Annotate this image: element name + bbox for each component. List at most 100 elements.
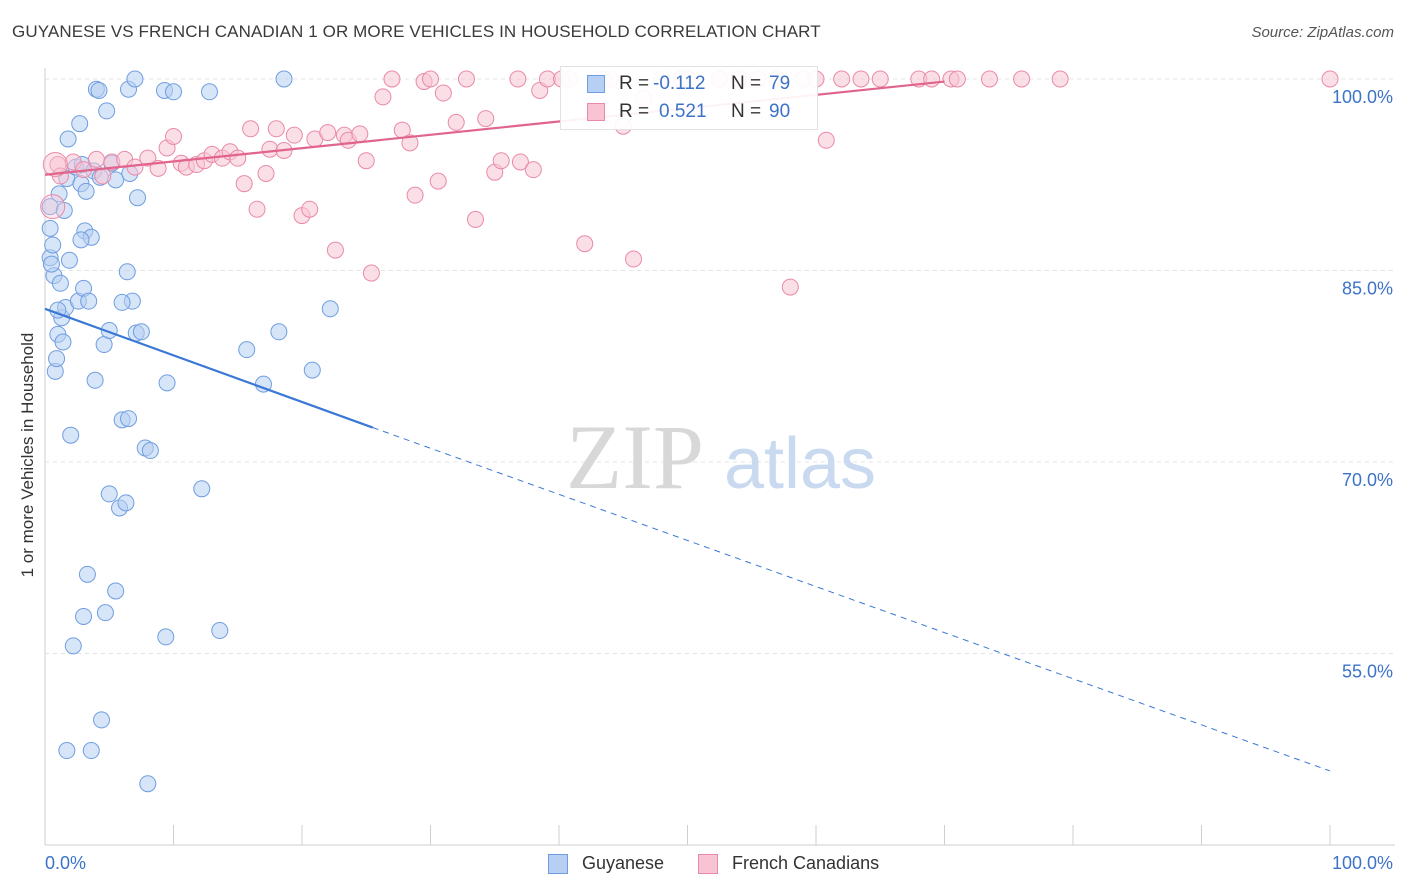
legend-n-value-french-canadians: 90 (769, 101, 791, 122)
guyanese-point (62, 426, 80, 444)
guyanese-point (48, 350, 66, 368)
x-tick-label-min: 0.0% (45, 853, 86, 873)
french-canadians-point (1051, 70, 1069, 88)
french-canadians-point (871, 70, 889, 88)
y-tick-label: 55.0% (1342, 662, 1393, 682)
french-canadians-point (301, 200, 319, 218)
french-canadians-point (40, 194, 66, 220)
x-tick-label-max: 100.0% (1332, 853, 1393, 873)
french-canadians-point (374, 88, 392, 106)
french-canadians-point (326, 241, 344, 259)
french-canadians-point (576, 235, 594, 253)
guyanese-point (303, 361, 321, 379)
guyanese-point (193, 480, 211, 498)
french-canadians-point (383, 70, 401, 88)
gridlines (45, 78, 1395, 654)
guyanese-point (321, 300, 339, 318)
french-canadians-point (1013, 70, 1031, 88)
legend-n-label: N = (731, 73, 762, 94)
french-canadians-point (509, 70, 527, 88)
french-canadians-point (229, 149, 247, 167)
french-canadians-point (422, 70, 439, 88)
guyanese-point (42, 255, 60, 273)
french-canadians-point (781, 278, 799, 296)
bottom-legend-swatch-french-canadians (698, 854, 718, 874)
french-canadians-point (948, 70, 966, 88)
guyanese-point (80, 292, 98, 310)
guyanese-point (54, 333, 72, 351)
legend-n-label: N = (731, 101, 762, 122)
french-canadians-point (285, 126, 303, 144)
french-canadians-point (466, 210, 484, 228)
french-canadians-point (817, 131, 835, 149)
bottom-legend-label-guyanese: Guyanese (582, 853, 665, 873)
guyanese-point (51, 274, 69, 292)
legend-row-french-canadians: R = 0.521 N = 90 (561, 99, 817, 127)
guyanese-point (275, 70, 293, 88)
guyanese-point (77, 182, 95, 200)
guyanese-point (72, 231, 90, 249)
guyanese-trend-solid (44, 307, 374, 429)
legend-r-label: R = (619, 101, 650, 122)
guyanese-point (98, 102, 116, 120)
bottom-legend-label-french-canadians: French Canadians (732, 853, 880, 873)
legend-row-guyanese: R = -0.112 N = 79 (561, 71, 817, 99)
french-canadians-point (538, 70, 556, 88)
guyanese-point (200, 83, 218, 101)
source-label: Source: ZipAtlas.com (1251, 24, 1394, 41)
french-canadians-point (852, 70, 870, 88)
french-canadians-point (257, 164, 275, 182)
guyanese-trend-dashed (372, 427, 1331, 772)
french-canadians-point (923, 70, 941, 88)
y-tick-label: 70.0% (1342, 470, 1393, 490)
guyanese-point (270, 323, 288, 341)
guyanese-point (120, 410, 138, 428)
legend-swatch-french-canadians (587, 103, 605, 121)
guyanese-point (141, 442, 159, 460)
french-canadians-point (524, 161, 542, 179)
french-canadians-point (235, 175, 253, 193)
guyanese-point (96, 604, 114, 622)
guyanese-point (90, 81, 108, 99)
guyanese-point (41, 219, 59, 237)
guyanese-point (44, 236, 62, 254)
guyanese-point (132, 323, 150, 341)
french-canadians-point (267, 120, 285, 138)
french-canadians-point (42, 152, 68, 178)
french-canadians-point (833, 70, 851, 88)
guyanese-point (117, 494, 135, 512)
french-canadians-point (351, 125, 369, 143)
legend-r-value-guyanese: -0.112 (653, 73, 706, 94)
french-canadians-point (165, 127, 182, 145)
legend-box: R = -0.112 N = 79 R = 0.521 N = 90 (560, 66, 818, 130)
guyanese-point (58, 742, 76, 760)
french-canadians-point (357, 152, 375, 170)
y-tick-label: 85.0% (1342, 279, 1393, 299)
guyanese-point (93, 711, 111, 729)
french-canadians-point (492, 152, 510, 170)
guyanese-point (165, 83, 182, 101)
french-canadians-point (242, 120, 260, 138)
french-canadians-point (319, 124, 337, 142)
french-canadians-point (248, 200, 266, 218)
guyanese-point (50, 185, 68, 203)
guyanese-point (100, 485, 118, 503)
french-canadians-point (511, 153, 529, 171)
bottom-legend-swatch-guyanese (548, 854, 568, 874)
guyanese-point (113, 293, 131, 311)
french-canadians-point (406, 186, 424, 204)
french-canadians-point (477, 110, 495, 128)
french-canadians-point (1321, 70, 1339, 88)
legend-r-label: R = (619, 73, 650, 94)
french-canadians-point (87, 150, 105, 168)
guyanese-points (41, 70, 339, 793)
guyanese-point (75, 607, 93, 625)
guyanese-point (82, 742, 100, 760)
tick-labels: 100.0% 85.0% 70.0% 55.0% 0.0% 100.0% (45, 87, 1393, 873)
y-tick-label: 100.0% (1332, 87, 1393, 107)
french-canadians-point (434, 84, 452, 102)
french-canadians-point (457, 70, 475, 88)
guyanese-point (78, 565, 96, 583)
french-canadians-point (362, 264, 380, 282)
guyanese-point (107, 582, 125, 600)
